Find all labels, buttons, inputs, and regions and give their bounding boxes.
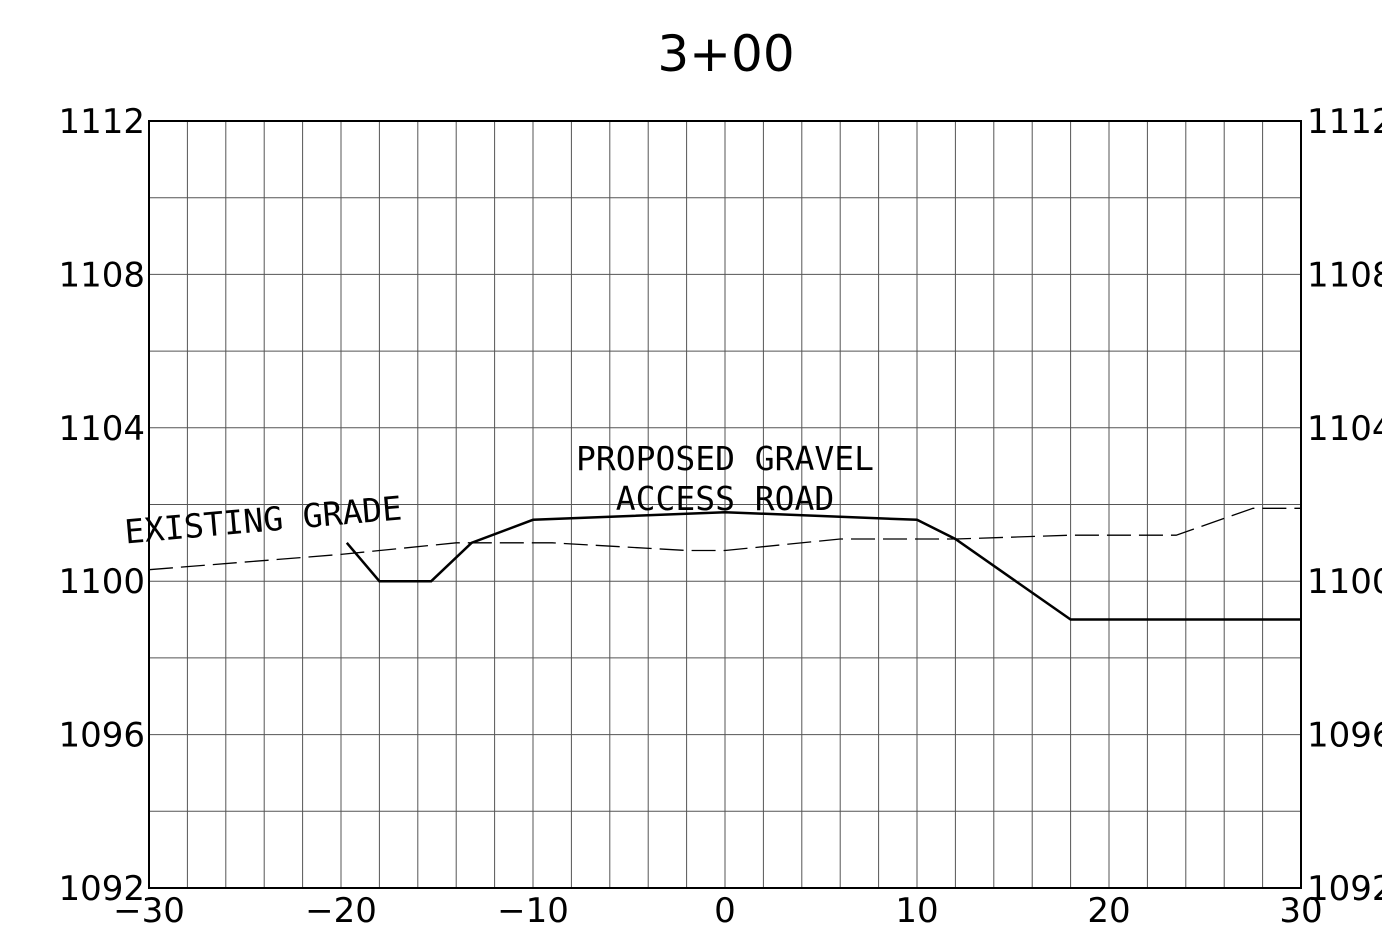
x-tick-label: −20 — [305, 891, 377, 931]
annotation-line: EXISTING GRADE — [123, 488, 403, 551]
y-tick-label-right: 1096 — [1307, 716, 1382, 756]
annotation-line: ACCESS ROAD — [616, 479, 835, 518]
y-tick-label-left: 1096 — [58, 716, 145, 756]
x-tick-label: −30 — [113, 891, 185, 931]
y-tick-label-right: 1108 — [1307, 255, 1382, 295]
y-tick-label-right: 1092 — [1307, 869, 1382, 909]
chart-title: 3+00 — [657, 25, 794, 83]
plot-frame — [148, 120, 1302, 889]
y-tick-label-left: 1104 — [58, 409, 145, 449]
y-tick-label-left: 1108 — [58, 255, 145, 295]
proposed-road-line — [345, 510, 1301, 621]
x-tick-label: 0 — [714, 891, 736, 931]
existing-grade-line — [148, 507, 1301, 571]
y-tick-label-left: 1092 — [58, 869, 145, 909]
y-tick-label-left: 1112 — [58, 102, 145, 142]
x-tick-label: 10 — [895, 891, 938, 931]
y-tick-label-right: 1104 — [1307, 409, 1382, 449]
existing-grade-label: EXISTING GRADE — [123, 488, 403, 551]
profiles — [148, 507, 1301, 621]
x-tick-label: 30 — [1279, 891, 1322, 931]
y-tick-label-right: 1100 — [1307, 562, 1382, 602]
y-tick-label-left: 1100 — [58, 562, 145, 602]
axes: 1112 1112 1108 1108 1104 1104 1100 1100 1096 1096… — [58, 102, 1382, 931]
x-tick-label: 20 — [1087, 891, 1130, 931]
grid — [149, 121, 1301, 888]
y-tick-label-right: 1112 — [1307, 102, 1382, 142]
x-tick-label: −10 — [497, 891, 569, 931]
annotation-line: PROPOSED GRAVEL — [576, 439, 874, 478]
